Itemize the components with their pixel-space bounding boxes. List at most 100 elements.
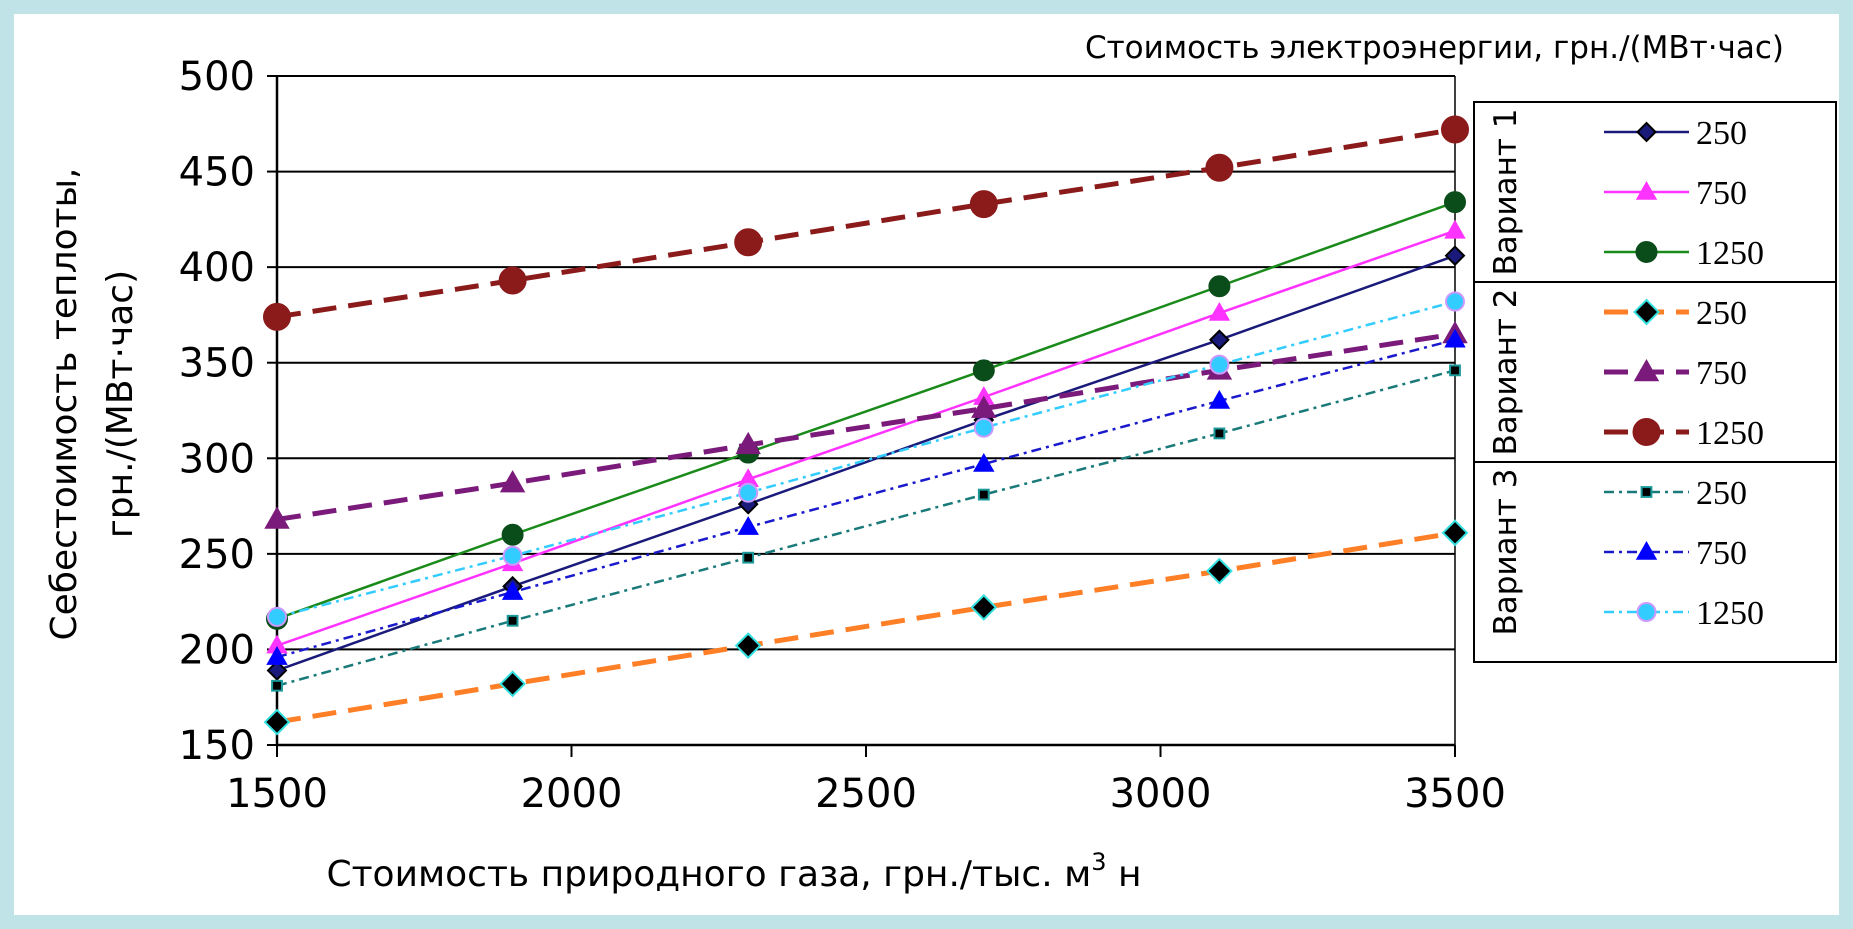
point-g1-1250-2700 (972, 359, 995, 382)
point-g1-250-3100 (1208, 329, 1230, 351)
point-g2-1250-3100 (1205, 153, 1234, 182)
point-g2-1250-3500 (1441, 115, 1469, 144)
legend-label-g2-1250: 1250 (1696, 415, 1764, 452)
legend-label-g3-750: 750 (1696, 535, 1747, 572)
point-g3-250-2300 (742, 551, 755, 564)
y-tick-label-200: 200 (179, 627, 255, 673)
point-g3-250-2700 (977, 488, 990, 501)
point-g3-1250-2700 (973, 417, 994, 438)
point-g1-250-1500 (266, 660, 288, 681)
y-tick-label-150: 150 (179, 723, 255, 769)
legend-marker-g1-250 (1636, 121, 1657, 143)
point-g1-1250-1900 (501, 523, 524, 546)
series-line-g3-250 (276, 369, 1456, 687)
series-g3-250 (271, 364, 1461, 692)
legend-group-2: Вариант 2 250 750 1250 (1473, 281, 1837, 463)
x-tick-label-2000: 2000 (521, 771, 623, 817)
legend-group-label-1: Вариант 1 (1488, 109, 1524, 276)
point-g1-250-3500 (1444, 245, 1466, 267)
series-line-g1-1250 (276, 200, 1456, 621)
legend-marker-g3-250 (1640, 486, 1653, 498)
point-g3-750-1500 (266, 646, 288, 665)
legend-group-1: Вариант 1 250 750 1250 (1473, 101, 1837, 283)
point-g3-750-1900 (501, 581, 524, 600)
series-g1-1250 (266, 191, 1466, 630)
x-axis-title: Стоимость природного газа, грн./тыс. м3 … (326, 848, 1141, 895)
series-g3-1250 (267, 291, 1465, 627)
series-line-g3-1250 (276, 300, 1456, 619)
point-g3-250-1900 (506, 614, 519, 627)
point-g3-250-3500 (1449, 364, 1461, 377)
y-axis-title: Себестоимость теплоты, грн./(МВт·час) (44, 168, 141, 641)
series-layer (263, 115, 1469, 736)
legend-label-g1-250: 250 (1696, 115, 1747, 152)
legend-label-g2-750: 750 (1696, 355, 1747, 392)
point-g2-250-2300 (734, 632, 762, 660)
series-line-g2-250 (276, 530, 1456, 725)
point-g2-1250-2300 (734, 228, 763, 257)
x-tick-labels: 1500 2000 2500 3000 3500 (226, 745, 1506, 817)
legend-marker-g1-1250 (1635, 241, 1658, 263)
legend-label-g2-250: 250 (1696, 295, 1747, 332)
legend-marker-g2-1250 (1632, 418, 1661, 446)
legend-label-g3-250: 250 (1696, 475, 1747, 512)
chart-frame: 150 200 250 300 350 400 450 500 1500 2000 2500 300… (14, 14, 1839, 915)
y-axis-title-line1: Себестоимость теплоты, (44, 168, 85, 641)
point-g2-1250-1900 (498, 266, 527, 295)
point-g2-250-3100 (1205, 557, 1233, 585)
y-tick-label-350: 350 (179, 341, 255, 387)
point-g1-1250-3500 (1444, 191, 1466, 214)
point-g2-250-2700 (970, 593, 998, 621)
series-g3-750 (266, 328, 1466, 665)
y-tick-labels: 150 200 250 300 350 400 450 500 (179, 54, 277, 769)
grid-lines (277, 75, 1455, 651)
line-chart: 150 200 250 300 350 400 450 500 1500 2000 2500 300… (44, 30, 1837, 895)
point-g1-750-3500 (1444, 219, 1466, 239)
point-g3-1250-2300 (738, 482, 759, 503)
point-g2-250-1900 (499, 670, 527, 698)
point-g3-1250-1900 (502, 545, 523, 566)
series-g1-750 (266, 219, 1466, 654)
legend-marker-g3-1250 (1636, 602, 1657, 622)
y-tick-label-300: 300 (179, 436, 255, 482)
series-line-g2-750 (276, 331, 1456, 522)
y-tick-label-500: 500 (179, 54, 255, 100)
legend-marker-g3-750 (1635, 540, 1658, 560)
legend-label-g1-1250: 1250 (1696, 235, 1764, 272)
series-g2-750 (264, 321, 1468, 529)
point-g2-750-1900 (499, 470, 526, 493)
legend-box-3 (1473, 461, 1837, 663)
point-g3-250-1500 (271, 679, 283, 692)
legend-marker-g2-750 (1633, 358, 1660, 382)
point-g3-1250-3100 (1209, 354, 1230, 375)
y-axis-title-line2: грн./(МВт·час) (100, 270, 141, 538)
y-tick-label-400: 400 (179, 245, 255, 291)
point-g1-750-3100 (1208, 302, 1231, 321)
legend-label-g3-1250: 1250 (1696, 595, 1764, 632)
point-g2-750-2300 (735, 431, 761, 455)
legend-marker-g2-250 (1633, 298, 1660, 326)
legend-marker-g1-750 (1635, 180, 1658, 200)
point-g1-1250-3100 (1208, 275, 1231, 298)
series-line-g3-750 (276, 338, 1456, 659)
point-g3-750-3500 (1444, 328, 1466, 348)
x-tick-label-3500: 3500 (1404, 771, 1506, 817)
legend-group-label-3: Вариант 3 (1488, 469, 1524, 636)
series-line-g2-1250 (276, 127, 1456, 320)
legend-group-3: Вариант 3 250 750 1250 (1473, 461, 1837, 663)
point-g2-250-3500 (1441, 519, 1469, 547)
x-tick-label-3000: 3000 (1110, 771, 1212, 817)
point-g2-1250-1500 (263, 302, 291, 331)
series-line-g1-750 (276, 229, 1456, 647)
point-g3-750-2300 (737, 516, 759, 535)
legend-label-g1-750: 750 (1696, 175, 1747, 212)
y-tick-label-450: 450 (179, 150, 255, 196)
point-g2-750-1500 (264, 506, 290, 529)
point-g3-750-2700 (973, 453, 995, 472)
point-g2-250-1500 (263, 708, 291, 736)
series-g2-1250 (263, 115, 1469, 331)
series-line-g1-250 (276, 254, 1456, 672)
legend-group-label-2: Вариант 2 (1488, 289, 1524, 456)
point-g3-1250-3500 (1445, 291, 1465, 312)
